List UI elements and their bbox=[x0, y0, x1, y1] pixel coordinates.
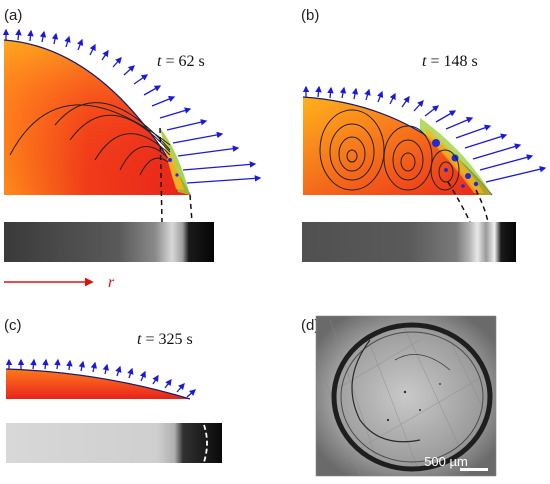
droplet-c bbox=[5, 368, 191, 400]
panel-a: (a) t = 62 s bbox=[2, 7, 262, 291]
micrograph-strip-b bbox=[302, 222, 516, 262]
panel-c-label: (c) bbox=[4, 317, 22, 334]
panel-b: (b) t = 148 s bbox=[301, 7, 547, 262]
evaporation-arrows-b bbox=[302, 85, 547, 183]
radial-axis-arrow: r bbox=[4, 274, 115, 291]
panel-c-time: t = 325 s bbox=[137, 331, 193, 348]
panel-a-time: t = 62 s bbox=[157, 53, 205, 70]
panel-c: (c) t = 325 s bbox=[4, 317, 222, 463]
projection-lines-b bbox=[447, 181, 489, 223]
panel-b-label: (b) bbox=[301, 7, 319, 24]
micrograph-strip-c bbox=[6, 423, 222, 463]
scale-bar-d: 500 µm bbox=[424, 454, 488, 471]
panel-d: (d) 500 µm bbox=[301, 315, 497, 477]
micrograph-d bbox=[316, 316, 496, 476]
scale-bar-label: 500 µm bbox=[424, 454, 468, 469]
axis-label-r: r bbox=[108, 274, 115, 291]
evaporation-arrows-a bbox=[2, 28, 262, 184]
projection-lines-a bbox=[159, 127, 193, 223]
particles-b bbox=[432, 139, 479, 188]
panel-d-label: (d) bbox=[301, 317, 319, 334]
vortex-rolls-b bbox=[319, 109, 460, 191]
panel-b-time: t = 148 s bbox=[422, 53, 478, 70]
panel-a-label: (a) bbox=[4, 7, 22, 24]
evaporation-arrows-c bbox=[5, 358, 196, 398]
micrograph-strip-a bbox=[4, 222, 214, 262]
